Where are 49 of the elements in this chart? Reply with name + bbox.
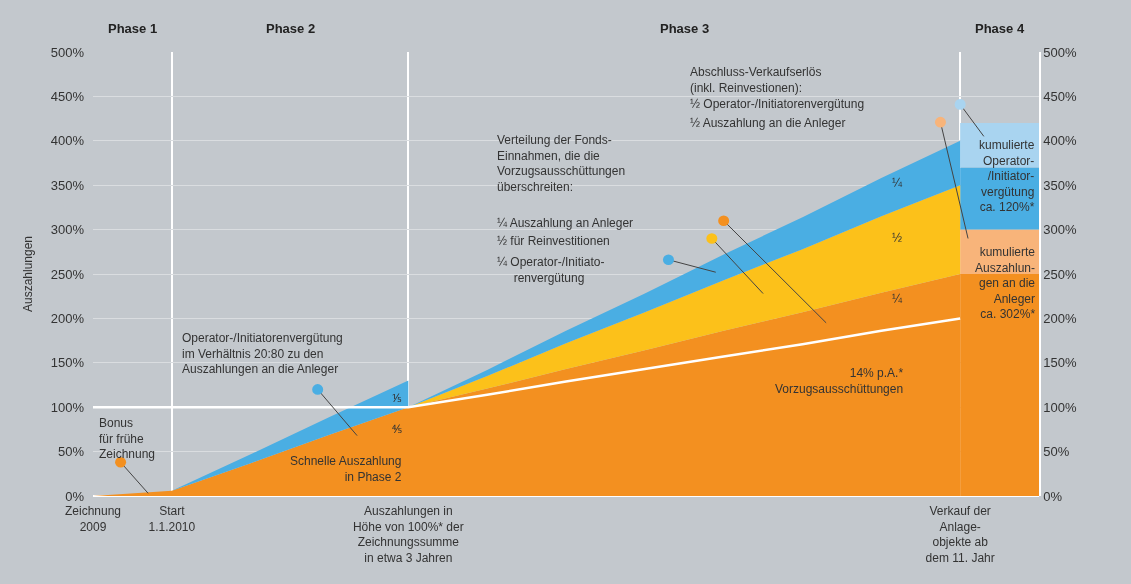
text: Phase 2 [266,21,316,36]
y-tick-label: 250% [50,266,85,282]
annotation: kumulierte Operator- /Initiator- vergütung ca. 120%* [979,138,1035,215]
y2-tick-label: 250% [1043,266,1078,282]
annotation: ½ für Reinvestitionen [497,234,610,248]
y2-tick-label: 50% [1043,444,1070,460]
y2-tick-label: 500% [1043,44,1078,60]
annotation: ¼ Operator-/Initiato- renvergütung [497,255,605,285]
y-tick-label: 200% [50,310,85,326]
y-axis-title: Auszahlungen [21,235,36,313]
y2-tick-label: 100% [1043,399,1078,415]
text: Phase 3 [660,21,710,36]
annotation: Abschluss-Verkaufserlös (inkl. Reinvestionen): [690,65,822,95]
annotation: ¼ [892,292,903,306]
y-tick-label: 100% [50,399,85,415]
annotation: kumulierte Auszahlun- gen an die Anleger ca. 302%* [975,245,1036,322]
x-tick-label: Zeichnung 2009 [64,504,122,534]
x-tick-label: Auszahlungen in Höhe von 100%* der Zeichnungssumme in etwa 3 Jahren [352,504,464,565]
annotation: Schnelle Auszahlung in Phase 2 [290,454,402,484]
annotation: Bonus für frühe Zeichnung [99,416,156,462]
y-tick-label: 50% [57,444,85,460]
annotation: ½ Auszahlung an die Anleger [690,116,846,130]
annotation: Verteilung der Fonds- Einnahmen, die die Vorzugsausschüttungen überschreiten: [497,133,626,194]
y-tick-label: 400% [50,133,85,149]
annotation: ½ Operator-/Initiatorenvergütung [690,97,865,111]
y-tick-label: 350% [50,177,85,193]
annotation: ⅕ [392,391,402,405]
y2-tick-label: 450% [1043,88,1078,104]
y-tick-label: 300% [50,222,85,238]
y-tick-label: 150% [50,355,85,371]
y2-tick-label: 150% [1043,355,1078,371]
y2-tick-label: 200% [1043,310,1078,326]
text: Phase 1 [108,21,158,36]
y-tick-label: 0% [65,488,85,504]
annotation: Operator-/Initiatorenvergütung im Verhältnis 20:80 zu den Auszahlungen an die Anleger [182,331,343,377]
annotation: ¼ Auszahlung an Anleger [497,216,634,230]
y2-tick-label: 400% [1043,133,1078,149]
annotation: ¼ [892,176,903,190]
annotation: ½ [892,231,903,245]
y2-tick-label: 0% [1043,488,1063,504]
annotation: 14% p.A.* Vorzugsausschüttungen [775,366,904,396]
text: Phase 4 [975,21,1025,36]
y2-tick-label: 300% [1043,222,1078,238]
y2-tick-label: 350% [1043,177,1078,193]
y-tick-label: 450% [50,88,85,104]
y-tick-label: 500% [50,44,85,60]
x-tick-label: Start 1.1.2010 [148,504,196,534]
x-tick-label: Verkauf der Anlage- objekte ab dem 11. Jahr [925,504,995,565]
annotation: ⅘ [392,422,402,436]
